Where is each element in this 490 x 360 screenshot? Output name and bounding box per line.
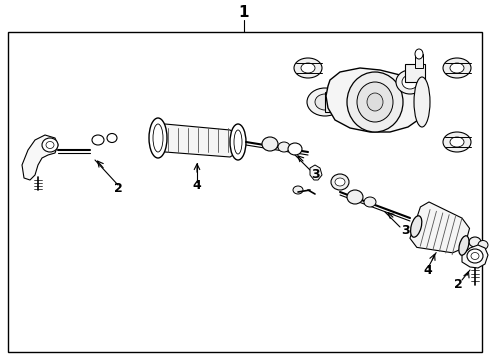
Ellipse shape [315, 94, 335, 110]
Ellipse shape [149, 118, 167, 158]
Ellipse shape [293, 186, 303, 194]
Polygon shape [310, 165, 322, 180]
Ellipse shape [92, 135, 104, 145]
Ellipse shape [153, 124, 163, 152]
Text: 1: 1 [239, 5, 249, 19]
Ellipse shape [443, 132, 471, 152]
Ellipse shape [443, 58, 471, 78]
Polygon shape [326, 68, 422, 132]
Ellipse shape [411, 216, 422, 237]
Text: 3: 3 [311, 167, 319, 180]
Text: 3: 3 [401, 224, 409, 237]
Ellipse shape [230, 124, 246, 160]
Ellipse shape [288, 143, 302, 155]
Ellipse shape [469, 237, 481, 247]
Ellipse shape [396, 70, 424, 94]
Bar [415, 54, 423, 68]
Ellipse shape [459, 236, 469, 255]
Ellipse shape [347, 72, 403, 132]
Polygon shape [158, 124, 238, 157]
Ellipse shape [402, 75, 418, 89]
Ellipse shape [301, 63, 315, 73]
Ellipse shape [450, 137, 464, 147]
Ellipse shape [467, 249, 483, 263]
Ellipse shape [478, 240, 488, 249]
Text: 2: 2 [114, 181, 122, 194]
Ellipse shape [307, 88, 343, 116]
Ellipse shape [364, 197, 376, 207]
Ellipse shape [46, 141, 54, 149]
Ellipse shape [335, 178, 345, 186]
Polygon shape [22, 135, 58, 180]
Ellipse shape [347, 190, 363, 204]
Ellipse shape [107, 134, 117, 143]
Ellipse shape [414, 77, 430, 127]
Bar [405, 64, 425, 82]
Bar [8, 32, 482, 352]
Ellipse shape [294, 58, 322, 78]
Polygon shape [410, 202, 469, 253]
Ellipse shape [471, 252, 479, 260]
Ellipse shape [357, 82, 393, 122]
Polygon shape [462, 245, 488, 268]
Text: 4: 4 [424, 264, 433, 277]
Ellipse shape [234, 130, 242, 154]
Ellipse shape [367, 93, 383, 111]
Ellipse shape [450, 63, 464, 73]
Ellipse shape [42, 138, 58, 152]
Bar [325, 92, 360, 112]
Ellipse shape [331, 174, 349, 190]
Text: 4: 4 [193, 179, 201, 192]
Ellipse shape [278, 142, 290, 152]
Ellipse shape [262, 137, 278, 151]
Text: 2: 2 [454, 279, 463, 292]
Ellipse shape [415, 49, 423, 59]
